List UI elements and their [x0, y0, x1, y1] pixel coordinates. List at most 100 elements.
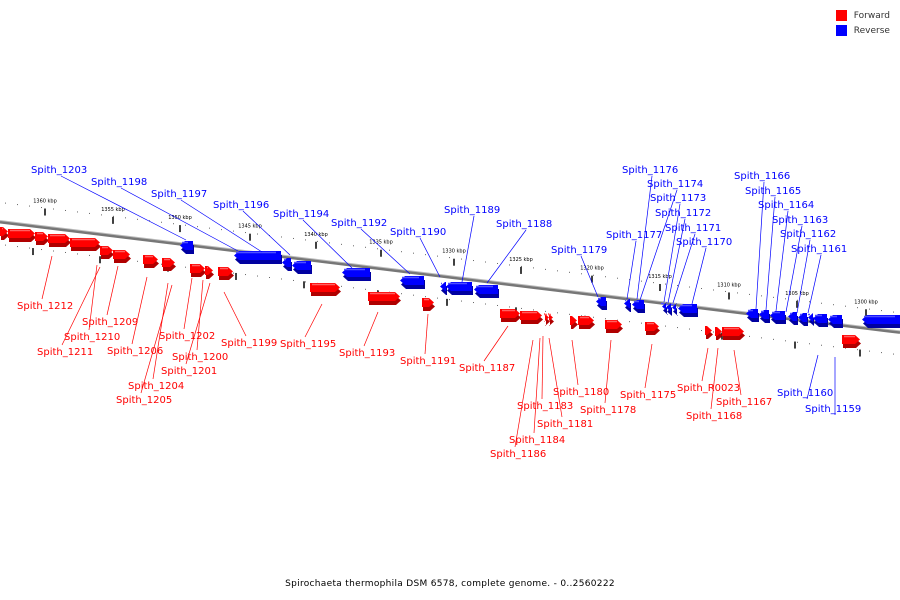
scale-dot: [41, 207, 42, 209]
reverse-gene-label: Spith_1170: [676, 237, 732, 248]
scale-dot: [137, 260, 138, 262]
forward-gene-label: Spith_1193: [339, 348, 395, 359]
forward-gene-label: Spith_1183: [517, 401, 573, 412]
scale-dot: [845, 347, 846, 349]
forward-gene-label: Spith_1195: [280, 339, 336, 350]
scale-dot: [629, 279, 630, 281]
forward-gene-label: Spith_1206: [107, 346, 163, 357]
scale-dot: [485, 261, 486, 263]
forward-gene-label: Spith_1168: [686, 411, 742, 422]
scale-dot: [17, 204, 18, 206]
scale-dot: [257, 233, 258, 235]
scale-dot: [293, 237, 294, 239]
scale-dot: [353, 245, 354, 247]
forward-leader-line: [541, 335, 544, 400]
scale-dot: [557, 270, 558, 272]
forward-gene-glyph: [570, 316, 577, 325]
scale-dot: [569, 271, 570, 273]
scale-dot: [53, 208, 54, 210]
reverse-gene-label: Spith_1161: [791, 244, 847, 255]
reverse-gene-label: Spith_1192: [331, 218, 387, 229]
scale-dot: [281, 236, 282, 238]
reverse-leader-line: [663, 203, 681, 303]
forward-gene-label: Spith_1184: [509, 435, 565, 446]
scale-dot: [305, 281, 306, 283]
scale-dot: [881, 352, 882, 354]
scale-dot: [533, 267, 534, 269]
scale-label: 1330 kbp: [442, 249, 466, 255]
reverse-gene-label: Spith_1203: [31, 165, 87, 176]
reverse-gene-label: Spith_1171: [665, 223, 721, 234]
forward-gene-label: Spith_1186: [490, 449, 546, 460]
forward-leader-line: [196, 279, 204, 351]
forward-gene-label: Spith_1211: [37, 347, 93, 358]
forward-gene-label: Spith_1181: [537, 419, 593, 430]
scale-dot: [473, 302, 474, 304]
reverse-gene-label: Spith_1173: [650, 193, 706, 204]
scale-dot: [401, 251, 402, 253]
reverse-gene-label: Spith_1196: [213, 200, 269, 211]
reverse-leader-line: [806, 354, 819, 400]
scale-dot: [737, 292, 738, 294]
scale-dot: [245, 232, 246, 234]
reverse-leader-line: [636, 175, 653, 300]
reverse-gene-label: Spith_1166: [734, 171, 790, 182]
reverse-leader-line: [691, 247, 707, 305]
reverse-leader-line: [419, 237, 441, 278]
scale-dot: [65, 251, 66, 253]
scale-dot: [257, 275, 258, 277]
forward-gene-label: Spith_1202: [159, 331, 215, 342]
forward-leader-line: [548, 337, 563, 418]
scale-dot: [173, 223, 174, 225]
reverse-leader-line: [672, 233, 696, 304]
scale-dot: [209, 227, 210, 229]
scale-dot: [413, 294, 414, 296]
scale-dot: [761, 337, 762, 339]
forward-leader-line: [733, 349, 742, 396]
scale-dot: [809, 301, 810, 303]
reverse-gene-label: Spith_1198: [91, 177, 147, 188]
scale-dot: [893, 311, 894, 313]
scale-dot: [785, 298, 786, 300]
scale-label: 1355 kbp: [101, 207, 125, 213]
scale-dot: [677, 285, 678, 287]
reverse-gene-label: Spith_1179: [551, 245, 607, 256]
scale-dot: [509, 264, 510, 266]
forward-leader-line: [644, 343, 653, 389]
scale-dot: [497, 262, 498, 264]
forward-gene-glyph: [705, 326, 712, 335]
reverse-gene-label: Spith_1164: [758, 200, 814, 211]
scale-dot: [101, 214, 102, 216]
forward-gene-label: Spith_1200: [172, 352, 228, 363]
scale-dot: [161, 263, 162, 265]
forward-gene-label: Spith_1178: [580, 405, 636, 416]
scale-dot: [461, 258, 462, 260]
reverse-gene-glyph: [808, 313, 813, 322]
scale-dot: [149, 220, 150, 222]
reverse-gene-glyph: [624, 299, 630, 308]
reverse-gene-label: Spith_1163: [772, 215, 828, 226]
scale-dot: [473, 260, 474, 262]
forward-gene-label: Spith_1201: [161, 366, 217, 377]
forward-gene-label: Spith_1205: [116, 395, 172, 406]
scale-dot: [29, 247, 30, 249]
scale-dot: [185, 266, 186, 268]
scale-dot: [233, 230, 234, 232]
scale-label: 1340 kbp: [304, 232, 328, 238]
scale-dot: [65, 209, 66, 211]
scale-dot: [449, 299, 450, 301]
scale-dot: [641, 280, 642, 282]
scale-dot: [329, 242, 330, 244]
reverse-leader-line: [120, 187, 239, 252]
forward-gene-glyph: [715, 327, 722, 336]
scale-dot: [521, 265, 522, 267]
scale-dot: [581, 315, 582, 317]
forward-gene-label: Spith_1191: [400, 356, 456, 367]
scale-dot: [641, 322, 642, 324]
scale-dot: [161, 221, 162, 223]
reverse-leader-line: [486, 229, 527, 284]
scale-dot: [185, 224, 186, 226]
scale-dot: [833, 346, 834, 348]
reverse-leader-line: [785, 225, 803, 313]
